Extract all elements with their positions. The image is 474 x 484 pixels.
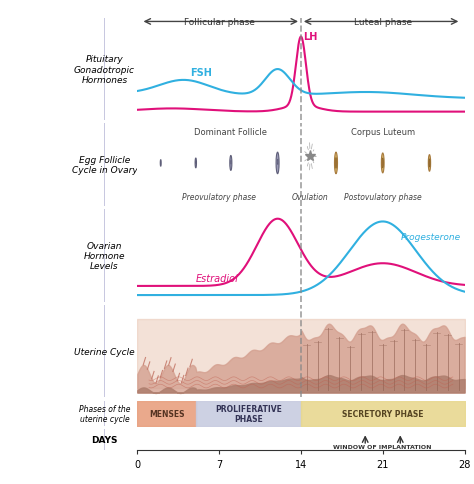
- Circle shape: [335, 158, 337, 169]
- Text: MENSES: MENSES: [149, 409, 184, 418]
- Text: Corpus Luteum: Corpus Luteum: [351, 128, 415, 136]
- Text: Phases of the
uterine cycle: Phases of the uterine cycle: [79, 404, 130, 423]
- Text: Dominant Follicle: Dominant Follicle: [194, 128, 267, 136]
- Circle shape: [276, 153, 279, 174]
- Circle shape: [382, 159, 383, 168]
- Text: Postovulatory phase: Postovulatory phase: [344, 192, 421, 201]
- Circle shape: [428, 155, 431, 172]
- Text: PROLIFERATIVE
PHASE: PROLIFERATIVE PHASE: [215, 404, 282, 423]
- Circle shape: [195, 159, 197, 168]
- Text: LH: LH: [303, 31, 318, 42]
- Text: Egg Follicle
Cycle in Ovary: Egg Follicle Cycle in Ovary: [72, 155, 137, 175]
- Circle shape: [277, 160, 278, 165]
- Text: Uterine Cycle: Uterine Cycle: [74, 347, 135, 356]
- Circle shape: [335, 153, 337, 174]
- Text: WINDOW OF IMPLANTATION: WINDOW OF IMPLANTATION: [334, 444, 432, 449]
- Circle shape: [230, 156, 232, 171]
- Text: DAYS: DAYS: [91, 435, 118, 444]
- Circle shape: [160, 160, 161, 167]
- Text: Estradiol: Estradiol: [196, 274, 238, 284]
- Text: Follicular phase: Follicular phase: [184, 18, 255, 27]
- Text: Pituitary
Gonadotropic
Hormones: Pituitary Gonadotropic Hormones: [74, 55, 135, 85]
- Text: Progesterone: Progesterone: [400, 232, 460, 242]
- Text: Ovulation: Ovulation: [292, 192, 328, 201]
- Text: Ovarian
Hormone
Levels: Ovarian Hormone Levels: [84, 241, 125, 271]
- Text: Preovulatory phase: Preovulatory phase: [182, 192, 256, 201]
- Circle shape: [381, 153, 384, 174]
- Text: SECRETORY PHASE: SECRETORY PHASE: [342, 409, 423, 418]
- Text: FSH: FSH: [190, 68, 212, 78]
- Circle shape: [429, 159, 430, 168]
- Text: Luteal phase: Luteal phase: [354, 18, 412, 27]
